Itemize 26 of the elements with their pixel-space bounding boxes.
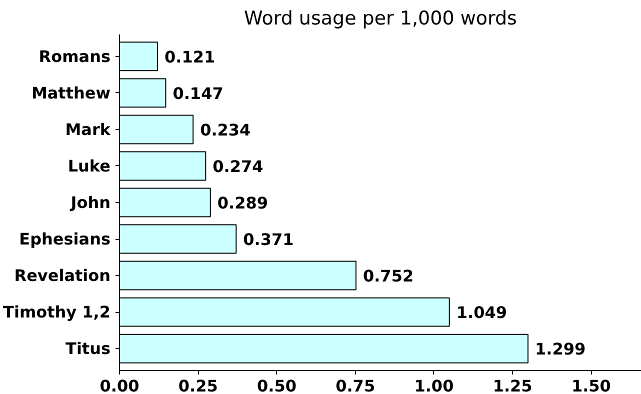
data-label: 0.371 — [243, 230, 294, 250]
y-tick-label: Romans — [38, 46, 111, 66]
data-label: 0.289 — [217, 194, 268, 212]
data-label: 0.234 — [200, 120, 251, 140]
y-tick-label: Revelation — [14, 266, 110, 286]
x-tick-label: 0.25 — [178, 376, 218, 394]
data-label: 1.299 — [534, 340, 586, 359]
y-tick-label: Titus — [66, 339, 111, 358]
x-tick-label: 0.75 — [336, 376, 376, 394]
y-tick-label: Matthew — [31, 83, 111, 102]
x-tick-label: 1.00 — [414, 376, 454, 394]
data-label: 0.121 — [164, 47, 216, 66]
data-label: 1.049 — [456, 303, 507, 322]
y-tick-label: Ephesians — [19, 230, 110, 249]
x-tick-label: 1.50 — [571, 376, 611, 394]
x-tick-label: 1.25 — [492, 376, 532, 394]
y-tick-label: Timothy 1,2 — [3, 302, 111, 322]
x-tick-label: 0.00 — [100, 376, 140, 394]
data-label: 0.147 — [172, 84, 224, 103]
x-tick-label: 0.50 — [256, 376, 296, 394]
data-label: 0.752 — [362, 266, 414, 286]
chart-title: Word usage per 1,000 words — [244, 8, 517, 30]
y-tick-label: Luke — [68, 156, 111, 176]
y-tick-label: Mark — [65, 120, 111, 139]
data-label: 0.274 — [212, 156, 264, 176]
y-tick-label: John — [70, 193, 111, 212]
